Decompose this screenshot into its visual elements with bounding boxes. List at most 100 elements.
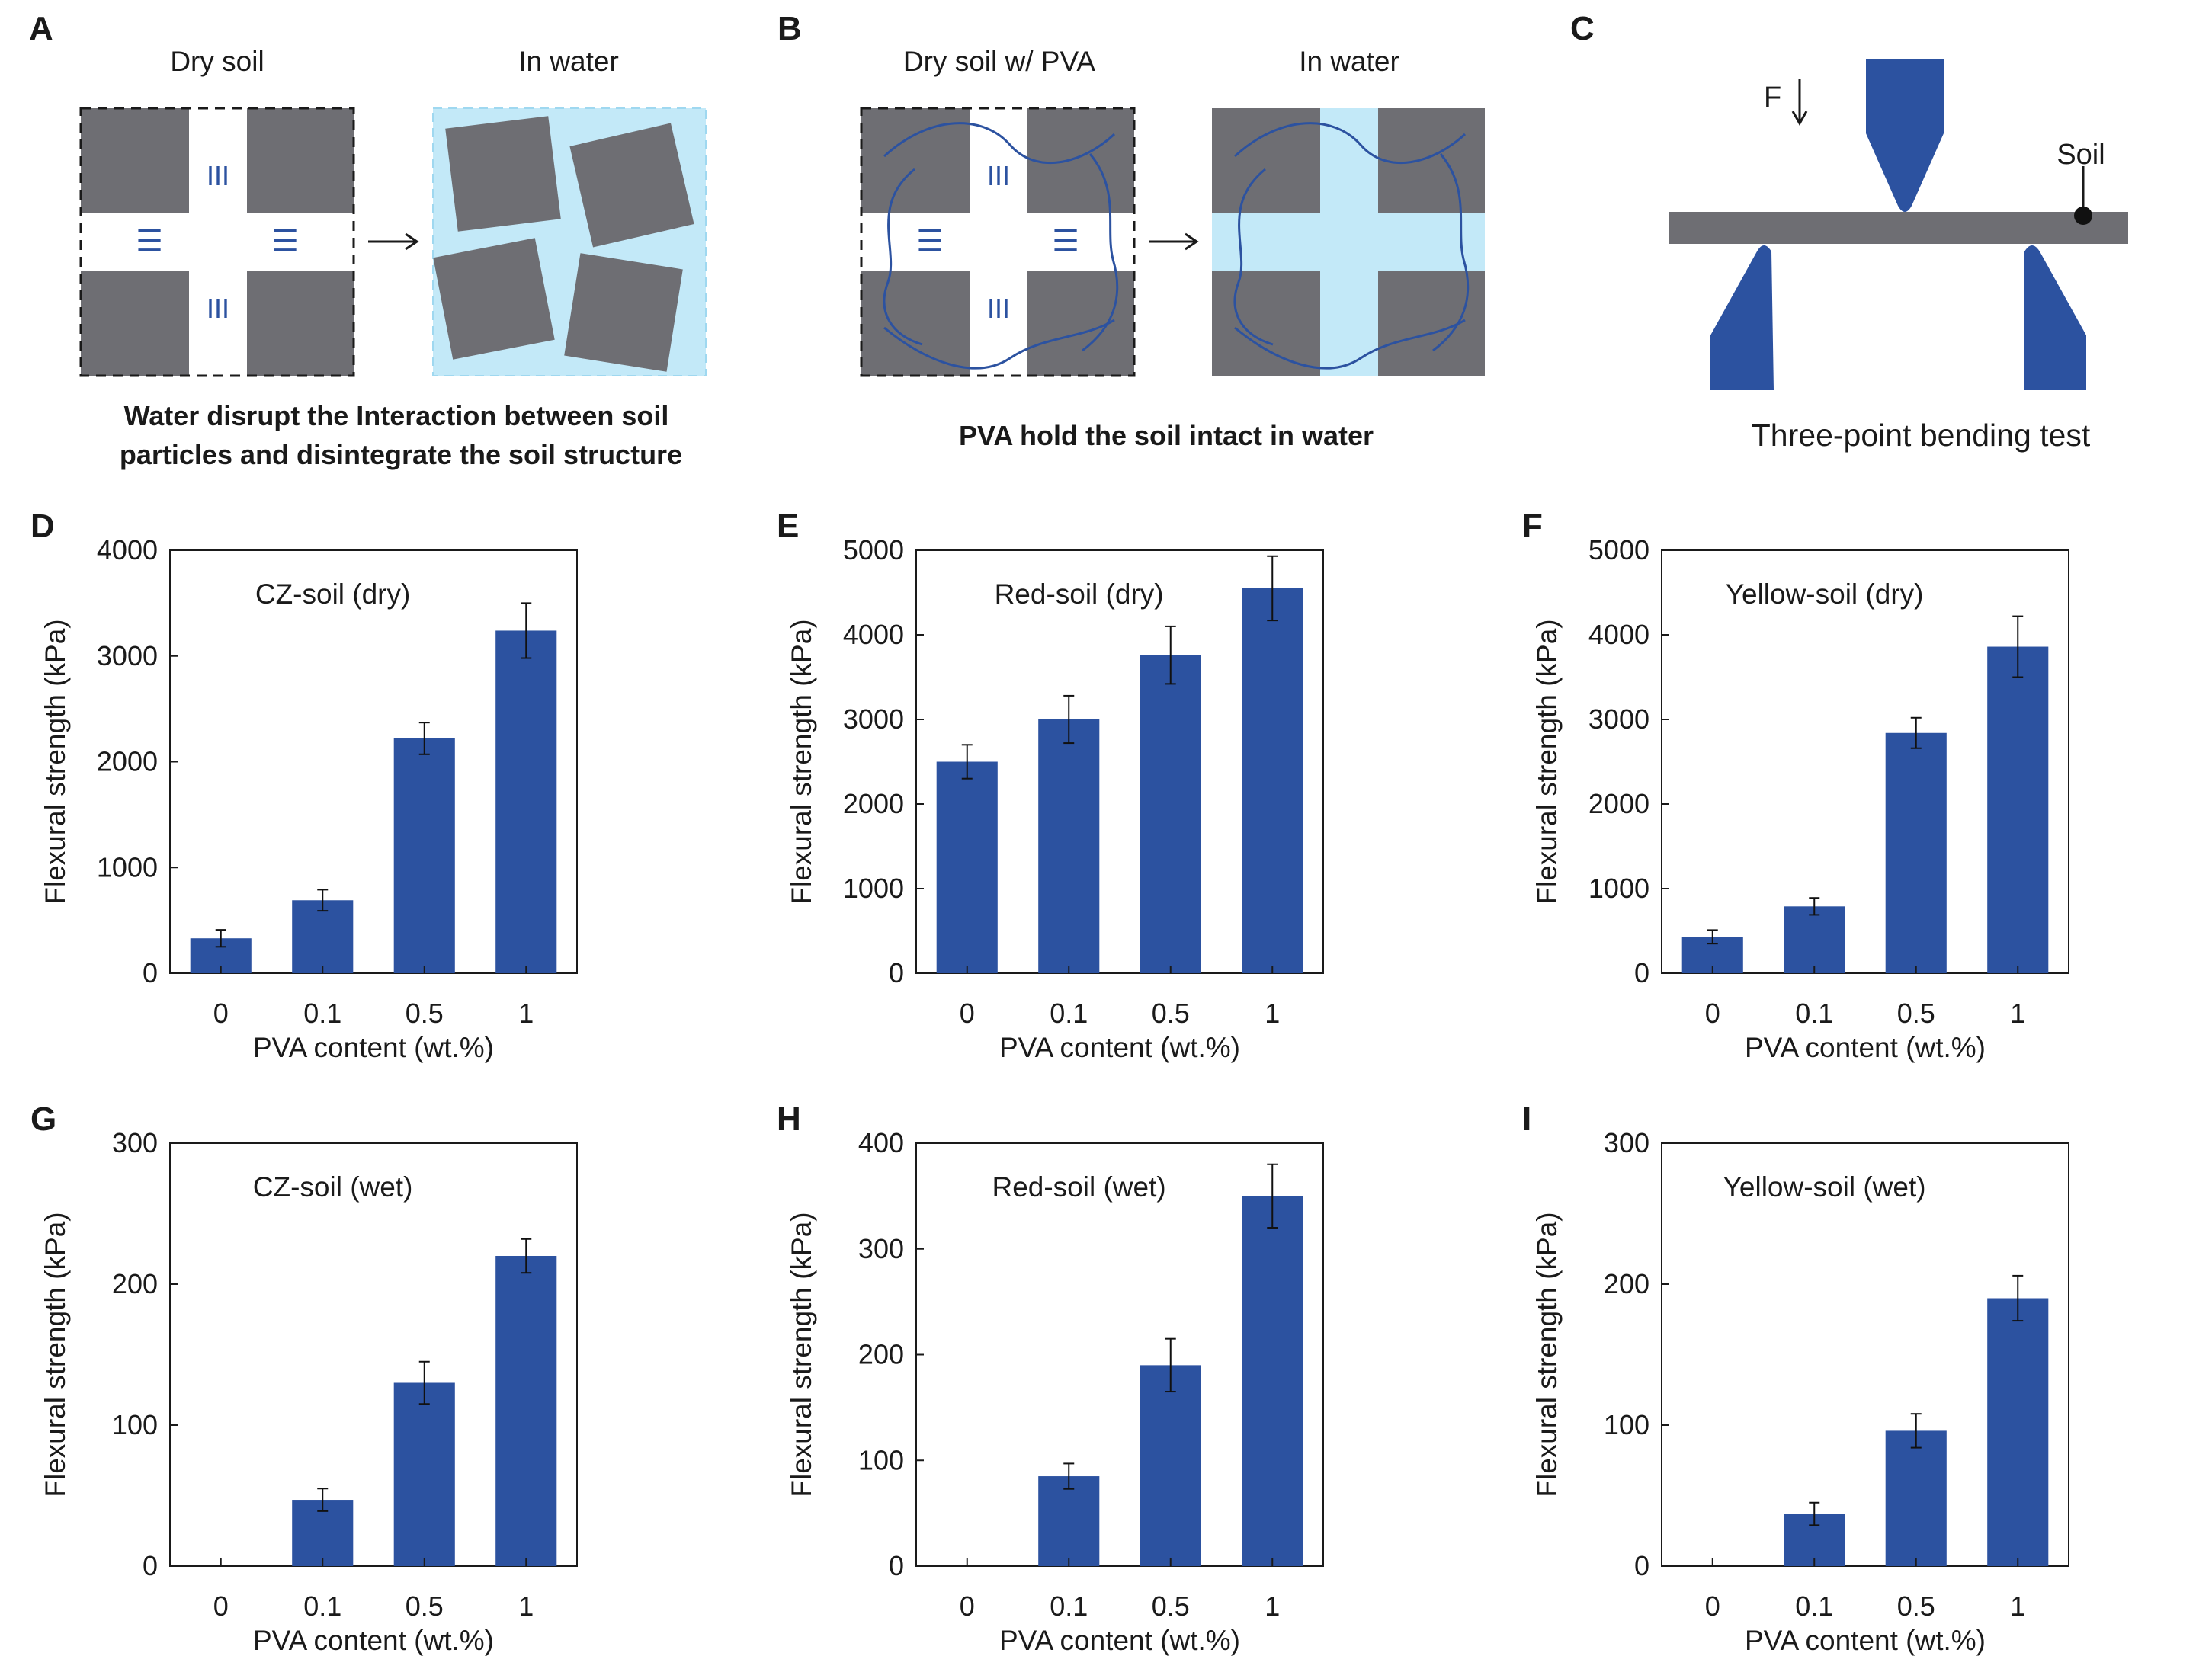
chart-title: Red-soil (dry) — [995, 578, 1164, 610]
y-tick-label: 200 — [858, 1339, 904, 1370]
soil-block — [247, 108, 354, 213]
panel-c: C F Soil Three-point bending test — [1570, 10, 2128, 453]
bar — [1038, 1476, 1100, 1566]
loading-nose — [1866, 59, 1944, 212]
chart-e: E 0 1000 2000 3000 4000 5000 0 0.1 0.5 1 Red-soil (… — [777, 508, 1324, 1063]
panel-letter-h: H — [777, 1100, 801, 1138]
pva-fiber — [883, 122, 1116, 165]
y-axis-label: Flexural strength (kPa) — [1531, 619, 1563, 904]
bar — [1987, 646, 2049, 973]
y-tick-label: 400 — [858, 1127, 904, 1158]
y-axis-label: Flexural strength (kPa) — [786, 1212, 817, 1497]
dry-soil-pva-diagram: III III ☰ ☰ — [860, 107, 1136, 377]
y-tick-label: 100 — [112, 1409, 158, 1440]
unit-cell-border — [860, 107, 1136, 377]
y-tick-label: 300 — [858, 1233, 904, 1264]
x-tick-label: 0.5 — [1152, 1591, 1190, 1622]
y-tick-label: 2000 — [843, 788, 904, 819]
interaction-mark: III — [207, 293, 229, 324]
bar — [292, 900, 354, 973]
x-tick-label: 0.5 — [1152, 998, 1190, 1029]
x-tick-label: 0 — [1705, 998, 1720, 1029]
x-tick-label: 0.5 — [406, 1591, 444, 1622]
chart-f: F 0 1000 2000 3000 4000 5000 0 0.1 0.5 1 Yellow-soi… — [1522, 508, 2069, 1063]
y-axis-label: Flexural strength (kPa) — [40, 619, 71, 904]
y-tick-label: 1000 — [1588, 873, 1649, 904]
bar — [495, 1256, 557, 1566]
y-tick-label: 4000 — [1588, 619, 1649, 650]
pva-fiber — [1082, 153, 1119, 352]
chart-h: H 0 100 200 300 400 0 0.1 0.5 1 Red-soil (wet) PVA … — [777, 1100, 1324, 1656]
interaction-mark: ☰ — [271, 225, 299, 258]
y-tick-label: 0 — [889, 957, 904, 988]
y-tick-label: 100 — [858, 1444, 904, 1475]
soil-block — [1212, 108, 1320, 213]
x-tick-label: 1 — [2010, 1591, 2025, 1622]
plot-frame — [169, 1142, 578, 1567]
panel-a-caption-line2: particles and disintegrate the soil stru… — [120, 439, 682, 470]
y-tick-label: 4000 — [843, 619, 904, 650]
panel-b-left-title: Dry soil w/ PVA — [903, 46, 1096, 77]
x-tick-label: 0.1 — [1795, 998, 1833, 1029]
pva-fiber — [1432, 153, 1470, 352]
bar — [1784, 906, 1845, 973]
panel-b-right-title: In water — [1299, 46, 1399, 77]
chart-title: CZ-soil (dry) — [255, 578, 410, 610]
soil-block — [81, 108, 189, 213]
bar — [1885, 732, 1947, 973]
y-tick-label: 200 — [112, 1268, 158, 1299]
x-tick-label: 0.1 — [303, 1591, 341, 1622]
bar — [393, 738, 455, 973]
interaction-mark: ☰ — [916, 225, 944, 258]
bar — [1987, 1298, 2049, 1566]
soil-pva-in-water-diagram — [1212, 108, 1485, 376]
panel-letter-d: D — [30, 508, 55, 545]
y-tick-label: 0 — [143, 1550, 158, 1581]
bar — [495, 630, 557, 973]
x-tick-label: 1 — [1265, 1591, 1280, 1622]
y-tick-label: 2000 — [97, 746, 158, 777]
x-tick-label: 0.1 — [1050, 998, 1088, 1029]
x-axis-label: PVA content (wt.%) — [253, 1625, 494, 1656]
soil-block — [81, 271, 189, 376]
x-tick-label: 0 — [213, 1591, 229, 1622]
x-tick-label: 0.5 — [1897, 998, 1935, 1029]
bar — [1885, 1430, 1947, 1566]
soil-block — [861, 108, 970, 213]
support-left — [1710, 245, 1774, 390]
chart-title: Yellow-soil (wet) — [1723, 1171, 1926, 1203]
x-tick-label: 1 — [518, 998, 534, 1029]
soil-in-water-diagram — [432, 107, 707, 376]
chart-d: D 0 1000 2000 3000 4000 0 0.1 0.5 1 CZ-soil (dry) P… — [30, 508, 578, 1063]
soil-beam — [1669, 212, 2128, 244]
bar — [1242, 588, 1303, 973]
pva-fiber — [883, 168, 923, 346]
x-axis-label: PVA content (wt.%) — [1745, 1032, 1986, 1063]
interaction-mark: III — [987, 293, 1010, 324]
y-tick-label: 5000 — [843, 534, 904, 565]
x-tick-label: 1 — [518, 1591, 534, 1622]
soil-label: Soil — [2057, 139, 2105, 171]
support-right — [2024, 245, 2086, 390]
bar — [936, 761, 998, 973]
soil-block-detached — [445, 116, 561, 232]
pva-fiber — [1233, 122, 1467, 165]
y-tick-label: 100 — [1604, 1409, 1649, 1440]
x-tick-label: 0.1 — [303, 998, 341, 1029]
y-tick-label: 0 — [889, 1550, 904, 1581]
soil-block-detached — [569, 123, 694, 248]
x-axis-label: PVA content (wt.%) — [999, 1032, 1240, 1063]
dry-soil-diagram: III III ☰ ☰ — [79, 107, 355, 377]
y-axis-label: Flexural strength (kPa) — [1531, 1212, 1563, 1497]
x-tick-label: 0.1 — [1795, 1591, 1833, 1622]
x-tick-label: 0 — [960, 998, 975, 1029]
interaction-mark: ☰ — [1052, 225, 1079, 258]
water-border — [432, 107, 707, 376]
y-tick-label: 4000 — [97, 534, 158, 565]
panel-a-caption-line1: Water disrupt the Interaction between so… — [124, 400, 669, 431]
soil-block — [861, 271, 970, 376]
x-axis-label: PVA content (wt.%) — [1745, 1625, 1986, 1656]
y-tick-label: 0 — [143, 957, 158, 988]
pva-fiber — [1233, 168, 1274, 346]
